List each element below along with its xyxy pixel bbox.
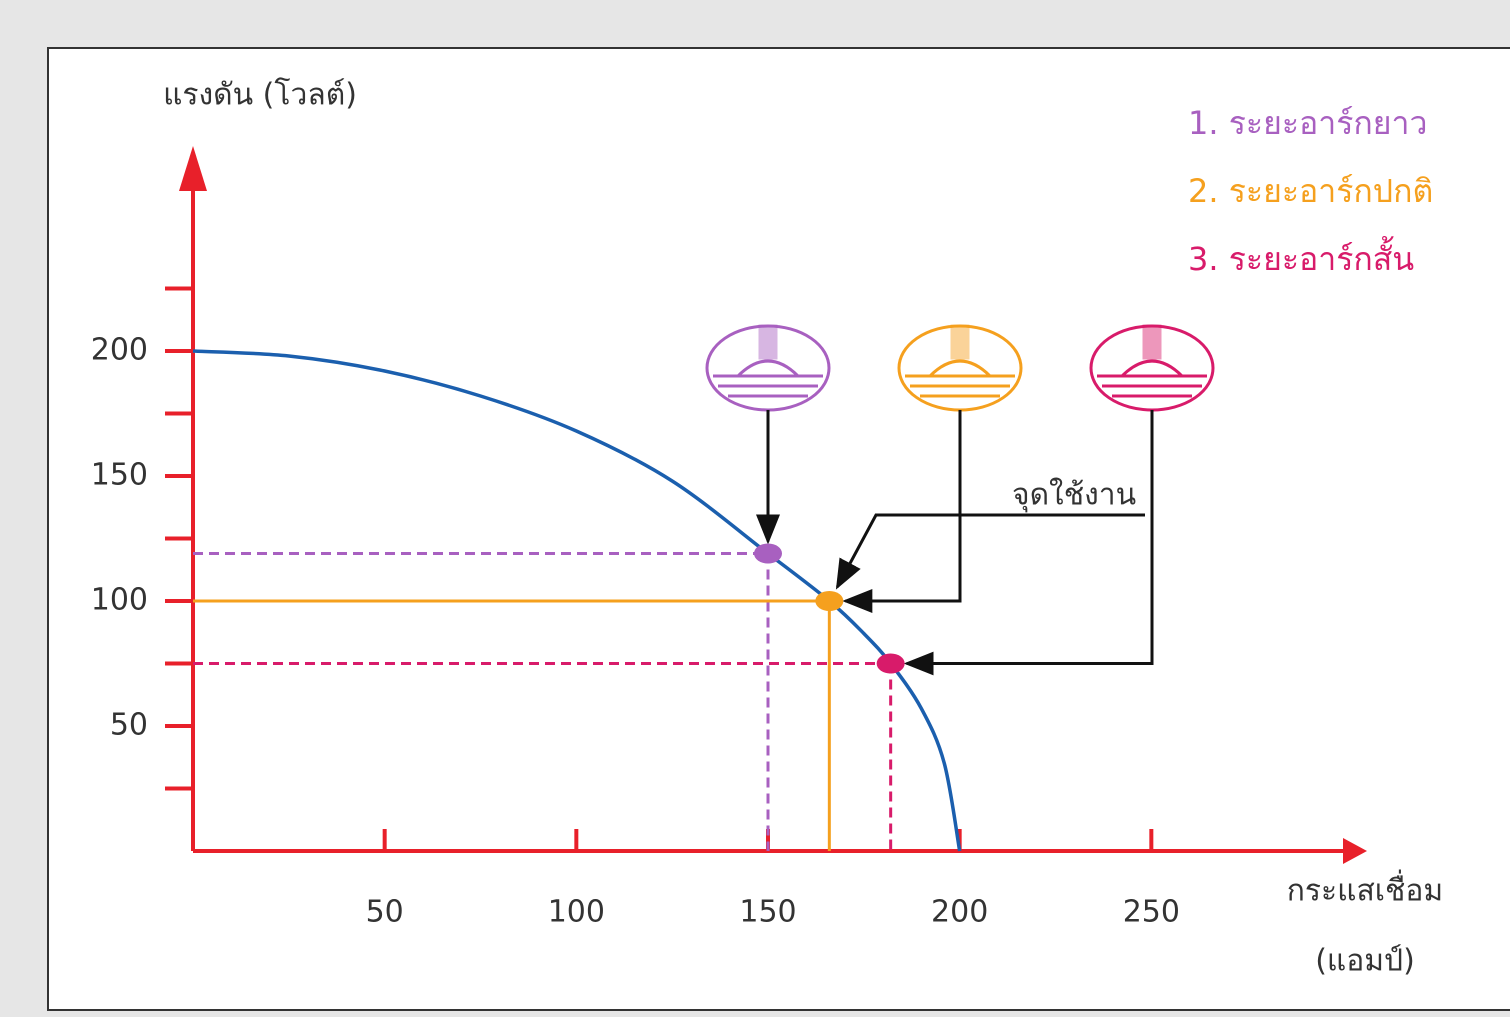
operating-point bbox=[754, 544, 782, 564]
arc-icon bbox=[1091, 326, 1213, 410]
x-axis-label: กระแสเชื่อม bbox=[1287, 870, 1443, 909]
y-tick-label: 200 bbox=[91, 333, 148, 368]
annotation: จุดใช้งาน bbox=[1012, 478, 1136, 514]
page: แรงดัน (โวลต์) กระแสเชื่อม (แอมป์) 50 100… bbox=[0, 0, 1510, 1017]
legend-entry: 2. ระยะอาร์กปกติ bbox=[1188, 172, 1433, 210]
x-tick-label: 150 bbox=[739, 895, 796, 930]
operating-point bbox=[815, 591, 843, 611]
x-axis-unit: (แอมป์) bbox=[1315, 944, 1415, 979]
icon-part bbox=[952, 326, 968, 358]
y-tick-label: 150 bbox=[91, 458, 148, 493]
arc-icon bbox=[707, 326, 829, 410]
chart: แรงดัน (โวลต์) กระแสเชื่อม (แอมป์) 50 100… bbox=[0, 0, 1510, 1017]
icon-part bbox=[760, 326, 776, 358]
icon-part bbox=[1144, 326, 1160, 358]
y-axis-label: แรงดัน (โวลต์) bbox=[163, 77, 357, 113]
operating-point bbox=[877, 654, 905, 674]
y-tick-label: 100 bbox=[91, 583, 148, 618]
x-tick-label: 250 bbox=[1123, 895, 1180, 930]
y-tick-label: 50 bbox=[110, 708, 148, 743]
legend-entry: 3. ระยะอาร์กสั้น bbox=[1188, 236, 1414, 278]
legend-entry: 1. ระยะอาร์กยาว bbox=[1188, 104, 1427, 142]
x-tick-label: 200 bbox=[931, 895, 988, 930]
arc-icon bbox=[899, 326, 1021, 410]
x-tick-label: 100 bbox=[548, 895, 605, 930]
x-tick-label: 50 bbox=[366, 895, 404, 930]
